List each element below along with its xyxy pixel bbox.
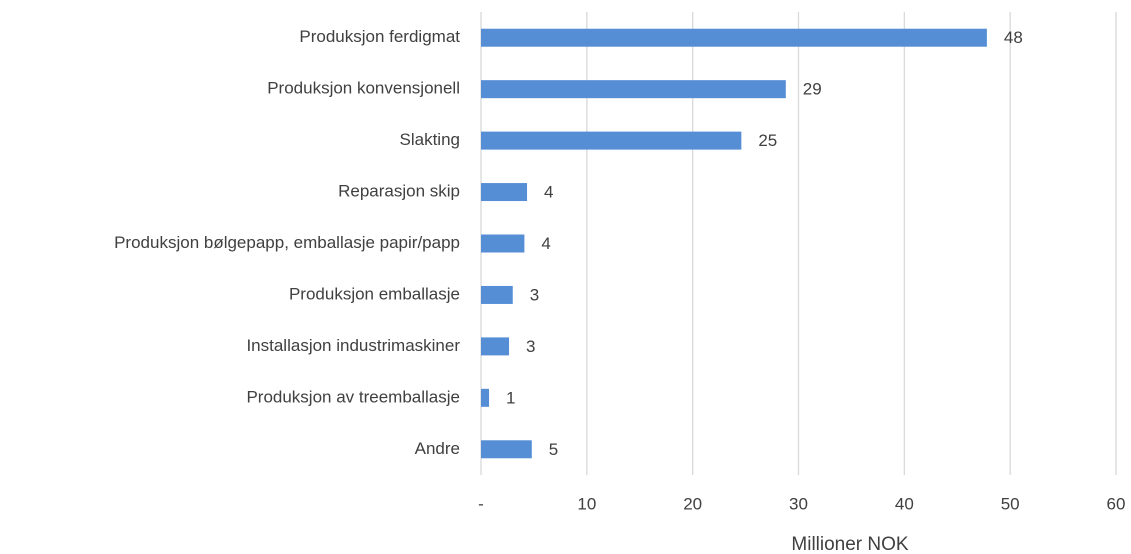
y-tick-label: Andre — [415, 439, 460, 458]
data-label: 3 — [526, 337, 535, 356]
y-tick-label: Produksjon av treemballasje — [246, 387, 460, 406]
x-tick-label: 40 — [895, 494, 914, 513]
bar — [481, 234, 525, 253]
x-tick-label: - — [478, 494, 484, 513]
bar — [481, 285, 513, 304]
y-tick-label: Produksjon bølgepapp, emballasje papir/p… — [114, 233, 460, 252]
bar — [481, 131, 742, 150]
y-tick-label: Installasjon industrimaskiner — [246, 336, 460, 355]
data-label: 48 — [1004, 28, 1023, 47]
x-tick-label: 10 — [577, 494, 596, 513]
y-tick-label: Produksjon ferdigmat — [299, 27, 460, 46]
bar — [481, 388, 490, 407]
x-tick-label: 60 — [1107, 494, 1126, 513]
data-label: 1 — [506, 388, 515, 407]
x-tick-label: 20 — [683, 494, 702, 513]
y-tick-label: Slakting — [400, 130, 460, 149]
bar — [481, 337, 510, 356]
data-label: 5 — [549, 440, 558, 459]
data-label: 29 — [803, 80, 822, 99]
y-tick-label: Produksjon emballasje — [289, 284, 460, 303]
y-tick-label: Reparasjon skip — [338, 182, 460, 201]
data-label: 3 — [530, 285, 539, 304]
bar — [481, 28, 987, 47]
x-axis-title: Millioner NOK — [791, 534, 909, 554]
bar — [481, 440, 532, 459]
y-tick-label: Produksjon konvensjonell — [267, 79, 460, 98]
data-label: 4 — [541, 234, 550, 253]
data-label: 25 — [758, 131, 777, 150]
x-tick-label: 30 — [789, 494, 808, 513]
bar — [481, 183, 528, 202]
x-tick-label: 50 — [1001, 494, 1020, 513]
data-label: 4 — [544, 183, 553, 202]
bar — [481, 80, 786, 99]
